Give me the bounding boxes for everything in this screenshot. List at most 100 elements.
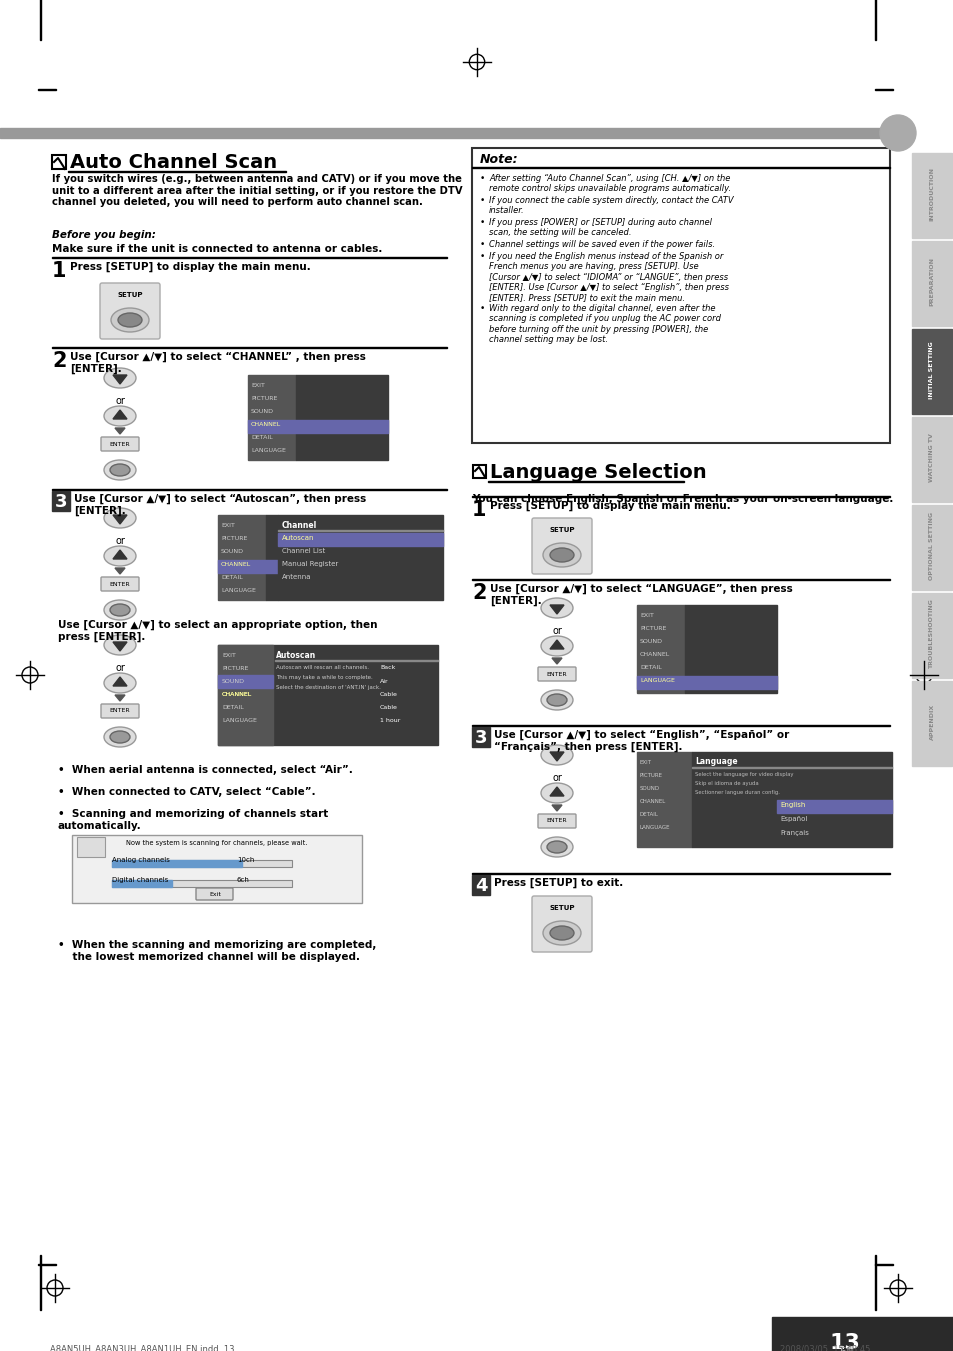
Ellipse shape bbox=[110, 463, 130, 476]
Polygon shape bbox=[115, 694, 125, 701]
Text: or: or bbox=[115, 396, 125, 407]
Text: 1: 1 bbox=[52, 261, 67, 281]
Polygon shape bbox=[550, 640, 563, 648]
Text: If you need the English menus instead of the Spanish or
French menus you are hav: If you need the English menus instead of… bbox=[489, 253, 728, 303]
Text: PICTURE: PICTURE bbox=[222, 666, 248, 671]
Text: SOUND: SOUND bbox=[221, 549, 244, 554]
Bar bbox=[0, 128, 904, 138]
Bar bbox=[488, 481, 683, 482]
Text: 10ch: 10ch bbox=[236, 857, 254, 863]
Ellipse shape bbox=[111, 308, 149, 332]
Text: 13: 13 bbox=[829, 1333, 860, 1351]
Bar bbox=[77, 838, 105, 857]
Text: TROUBLESHOOTING: TROUBLESHOOTING bbox=[928, 598, 934, 669]
Bar bbox=[52, 490, 70, 511]
Text: 4: 4 bbox=[475, 877, 487, 894]
Text: SETUP: SETUP bbox=[549, 905, 574, 911]
Text: 1: 1 bbox=[472, 500, 486, 520]
Text: 2: 2 bbox=[472, 584, 486, 603]
Polygon shape bbox=[115, 567, 125, 574]
Text: Cable: Cable bbox=[379, 692, 397, 697]
Bar bbox=[112, 880, 172, 888]
Text: •: • bbox=[479, 253, 485, 261]
Text: Français: Français bbox=[780, 830, 808, 836]
FancyBboxPatch shape bbox=[195, 888, 233, 900]
Text: 6ch: 6ch bbox=[236, 877, 250, 884]
Text: Exit: Exit bbox=[209, 892, 221, 897]
Text: Press [SETUP] to display the main menu.: Press [SETUP] to display the main menu. bbox=[490, 501, 730, 511]
Bar bbox=[38, 89, 56, 91]
Bar bbox=[911, 417, 951, 503]
Ellipse shape bbox=[104, 600, 136, 620]
Ellipse shape bbox=[104, 727, 136, 747]
Text: LANGUAGE: LANGUAGE bbox=[251, 449, 286, 453]
Text: OPTIONAL SETTING: OPTIONAL SETTING bbox=[928, 512, 934, 580]
Text: EXIT: EXIT bbox=[639, 613, 653, 617]
Text: EXIT: EXIT bbox=[639, 761, 651, 765]
Text: •  When aerial antenna is connected, select “Air”.: • When aerial antenna is connected, sele… bbox=[58, 765, 353, 775]
Text: or: or bbox=[115, 663, 125, 673]
Bar bbox=[218, 515, 266, 600]
Ellipse shape bbox=[104, 407, 136, 426]
Text: CHANNEL: CHANNEL bbox=[221, 562, 251, 567]
Ellipse shape bbox=[542, 921, 580, 944]
Polygon shape bbox=[112, 677, 127, 686]
Text: ENTER: ENTER bbox=[546, 819, 567, 824]
Text: •: • bbox=[479, 304, 485, 313]
Ellipse shape bbox=[104, 635, 136, 655]
Ellipse shape bbox=[542, 543, 580, 567]
Text: Auto Channel Scan: Auto Channel Scan bbox=[70, 153, 276, 172]
Text: 3: 3 bbox=[54, 493, 67, 511]
FancyBboxPatch shape bbox=[101, 577, 139, 590]
Text: If you connect the cable system directly, contact the CATV
installer.: If you connect the cable system directly… bbox=[489, 196, 733, 215]
Text: LANGUAGE: LANGUAGE bbox=[639, 825, 670, 830]
Text: ENTER: ENTER bbox=[110, 442, 131, 446]
Ellipse shape bbox=[550, 549, 574, 562]
Text: Before you begin:: Before you begin: bbox=[52, 230, 155, 240]
Text: or: or bbox=[552, 626, 561, 636]
Polygon shape bbox=[550, 788, 563, 796]
Bar bbox=[248, 420, 388, 434]
Text: After setting “Auto Channel Scan”, using [CH. ▲/▼] on the
remote control skips u: After setting “Auto Channel Scan”, using… bbox=[489, 174, 730, 193]
Text: Manual Register: Manual Register bbox=[282, 561, 338, 567]
Text: •: • bbox=[479, 218, 485, 227]
Bar bbox=[218, 644, 437, 744]
Circle shape bbox=[879, 115, 915, 151]
Polygon shape bbox=[112, 550, 127, 559]
Text: Language: Language bbox=[695, 757, 737, 766]
Ellipse shape bbox=[110, 604, 130, 616]
Text: CHANNEL: CHANNEL bbox=[251, 422, 281, 427]
Bar bbox=[266, 515, 277, 600]
Text: If you switch wires (e.g., between antenna and CATV) or if you move the
unit to : If you switch wires (e.g., between anten… bbox=[52, 174, 462, 207]
FancyBboxPatch shape bbox=[100, 282, 160, 339]
Text: 1 hour: 1 hour bbox=[379, 717, 400, 723]
Ellipse shape bbox=[104, 459, 136, 480]
Text: ENTER: ENTER bbox=[110, 708, 131, 713]
Text: Use [Cursor ▲/▼] to select “Autoscan”, then press
[ENTER].: Use [Cursor ▲/▼] to select “Autoscan”, t… bbox=[74, 494, 366, 516]
Text: Now the system is scanning for channels, please wait.: Now the system is scanning for channels,… bbox=[126, 840, 308, 846]
Bar bbox=[771, 1317, 953, 1351]
Text: EN: EN bbox=[840, 1347, 853, 1351]
Text: 2: 2 bbox=[52, 351, 67, 372]
Polygon shape bbox=[550, 753, 563, 761]
Text: PREPARATION: PREPARATION bbox=[928, 258, 934, 307]
Text: With regard only to the digital channel, even after the
scanning is completed if: With regard only to the digital channel,… bbox=[489, 304, 720, 345]
Text: INITIAL SETTING: INITIAL SETTING bbox=[928, 340, 934, 399]
Bar bbox=[473, 465, 485, 478]
Text: •  When connected to CATV, select “Cable”.: • When connected to CATV, select “Cable”… bbox=[58, 788, 315, 797]
Text: Select the destination of 'ANT.IN' jack.: Select the destination of 'ANT.IN' jack. bbox=[275, 685, 380, 690]
Text: Español: Español bbox=[780, 816, 806, 821]
Polygon shape bbox=[550, 605, 563, 613]
Bar bbox=[911, 153, 951, 238]
Ellipse shape bbox=[540, 784, 573, 802]
Text: Skip el idioma de ayuda: Skip el idioma de ayuda bbox=[695, 781, 758, 786]
Text: Use [Cursor ▲/▼] to select “CHANNEL” , then press
[ENTER].: Use [Cursor ▲/▼] to select “CHANNEL” , t… bbox=[70, 353, 366, 374]
Bar bbox=[911, 240, 951, 326]
Bar bbox=[52, 155, 66, 169]
Text: DETAIL: DETAIL bbox=[222, 705, 244, 711]
Text: Autoscan: Autoscan bbox=[275, 651, 315, 661]
Text: PICTURE: PICTURE bbox=[639, 626, 666, 631]
Text: Select the language for video display: Select the language for video display bbox=[695, 771, 793, 777]
Polygon shape bbox=[112, 642, 127, 651]
Bar bbox=[874, 1255, 875, 1310]
